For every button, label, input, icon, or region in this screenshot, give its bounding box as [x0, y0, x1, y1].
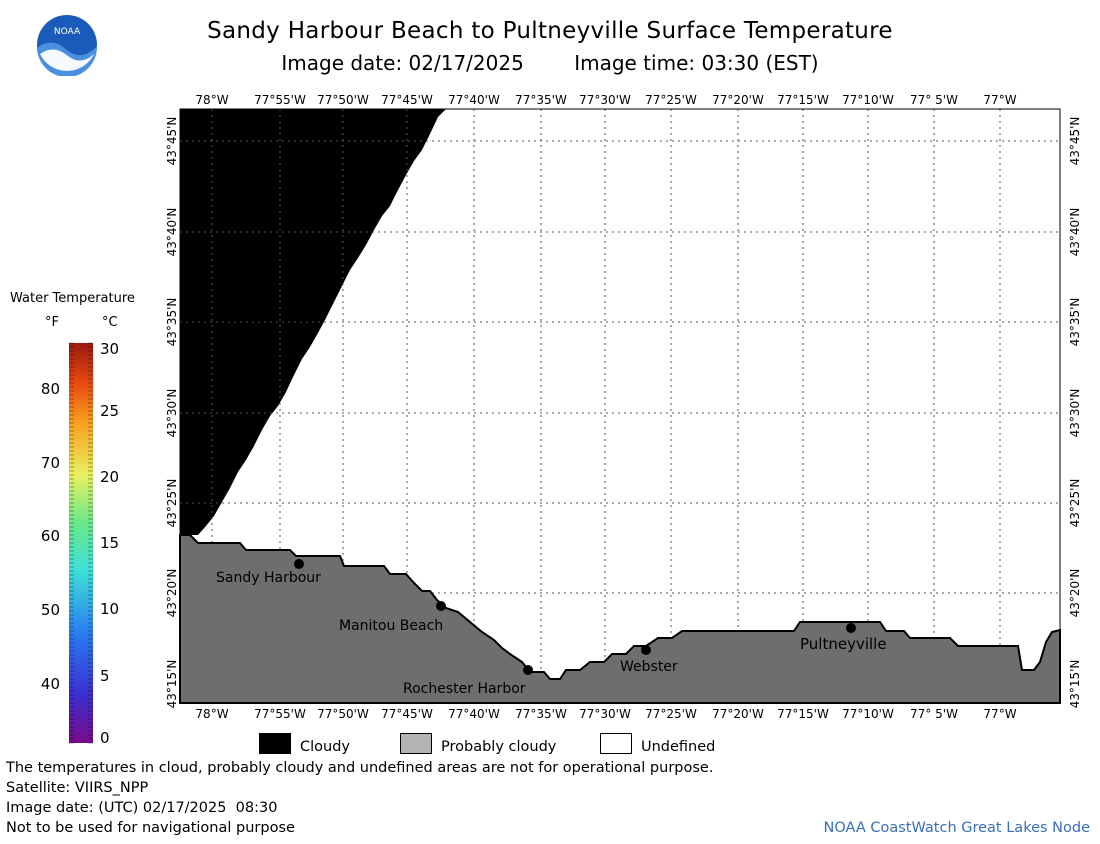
footer-utc-date: Image date: (UTC) 02/17/2025 08:30 [6, 800, 278, 816]
lat-tick-label-left: 43°40'N [165, 208, 179, 257]
legend-swatch-undefined [600, 733, 632, 754]
lon-tick-label-top: 77°20'W [712, 93, 764, 107]
image-time: Image time: 03:30 (EST) [574, 51, 819, 75]
noaa-logo: NOAA [37, 15, 98, 76]
lat-tick-label-right: 43°35'N [1068, 298, 1082, 347]
legend-label-probably-cloudy: Probably cloudy [441, 739, 557, 755]
scale-label-f: 80 [41, 380, 60, 398]
scale-unit-c: °C [102, 315, 118, 330]
lon-tick-label-bottom: 77° 5'W [910, 707, 958, 721]
lat-tick-label-right: 43°30'N [1068, 389, 1082, 438]
scale-label-c: 30 [100, 340, 119, 358]
lon-tick-label-top: 77°W [983, 93, 1016, 107]
legend-label-undefined: Undefined [641, 739, 716, 755]
lon-tick-label-bottom: 77°10'W [842, 707, 894, 721]
scale-label-c: 10 [100, 600, 119, 618]
place-label: Manitou Beach [339, 618, 443, 634]
lon-tick-label-bottom: 77°55'W [254, 707, 306, 721]
lon-tick-label-top: 77°35'W [515, 93, 567, 107]
lon-tick-label-bottom: 77°25'W [645, 707, 697, 721]
place-marker [436, 601, 446, 611]
place-label: Rochester Harbor [403, 681, 526, 697]
lon-tick-label-bottom: 77°W [983, 707, 1016, 721]
footer-credit: NOAA CoastWatch Great Lakes Node [823, 820, 1090, 836]
footer-nav-warning: Not to be used for navigational purpose [6, 820, 295, 836]
lon-tick-label-bottom: 77°35'W [515, 707, 567, 721]
lon-tick-label-top: 77°50'W [317, 93, 369, 107]
land-area [179, 534, 1061, 704]
scale-unit-f: °F [45, 315, 59, 330]
place-marker [846, 623, 856, 633]
lat-tick-label-left: 43°25'N [165, 479, 179, 528]
place-label: Sandy Harbour [216, 570, 321, 586]
lon-tick-label-bottom: 77°30'W [579, 707, 631, 721]
logo-text: NOAA [54, 27, 81, 37]
image-date: Image date: 02/17/2025 [281, 51, 524, 75]
lon-tick-label-bottom: 77°20'W [712, 707, 764, 721]
lat-tick-label-right: 43°45'N [1068, 117, 1082, 166]
color-scale-bar [69, 343, 93, 743]
scale-label-f: 60 [41, 527, 60, 545]
lon-tick-label-bottom: 77°45'W [381, 707, 433, 721]
place-marker [641, 645, 651, 655]
lon-tick-label-bottom: 77°40'W [448, 707, 500, 721]
lat-tick-label-right: 43°20'N [1068, 569, 1082, 618]
lon-tick-label-top: 77° 5'W [910, 93, 958, 107]
lon-tick-label-top: 77°10'W [842, 93, 894, 107]
lat-tick-label-left: 43°35'N [165, 298, 179, 347]
lat-tick-label-left: 43°30'N [165, 389, 179, 438]
lon-tick-label-top: 77°40'W [448, 93, 500, 107]
place-marker [294, 559, 304, 569]
lon-tick-label-top: 77°25'W [645, 93, 697, 107]
lon-tick-label-top: 77°55'W [254, 93, 306, 107]
scale-title: Water Temperature [10, 291, 135, 306]
lat-tick-label-left: 43°20'N [165, 569, 179, 618]
place-rochester-harbor: Rochester Harbor [403, 665, 533, 697]
lon-tick-label-bottom: 77°50'W [317, 707, 369, 721]
lat-tick-label-right: 43°40'N [1068, 208, 1082, 257]
lon-tick-label-bottom: 77°15'W [777, 707, 829, 721]
image-datetime: Image date: 02/17/2025 Image time: 03:30… [0, 51, 1100, 75]
lon-tick-label-top: 77°15'W [777, 93, 829, 107]
scale-label-f: 40 [41, 675, 60, 693]
place-webster: Webster [620, 645, 678, 675]
footer-satellite: Satellite: VIIRS_NPP [6, 780, 149, 796]
lat-tick-label-left: 43°45'N [165, 117, 179, 166]
lon-tick-label-top: 78°W [195, 93, 228, 107]
legend-swatch-probably-cloudy [400, 733, 432, 754]
legend-label-cloudy: Cloudy [300, 739, 350, 755]
lat-tick-label-right: 43°15'N [1068, 660, 1082, 709]
scale-label-f: 50 [41, 601, 60, 619]
footer-note: The temperatures in cloud, probably clou… [6, 760, 714, 776]
place-sandy-harbour: Sandy Harbour [216, 559, 321, 586]
map-title: Sandy Harbour Beach to Pultneyville Surf… [207, 18, 893, 44]
place-marker [523, 665, 533, 675]
place-label: Pultneyville [800, 635, 887, 653]
place-manitou-beach: Manitou Beach [339, 601, 446, 634]
scale-label-c: 0 [100, 729, 110, 747]
lat-tick-label-right: 43°25'N [1068, 479, 1082, 528]
scale-label-c: 20 [100, 468, 119, 486]
scale-label-c: 25 [100, 402, 119, 420]
scale-label-c: 15 [100, 534, 119, 552]
place-label: Webster [620, 659, 678, 675]
scale-label-f: 70 [41, 454, 60, 472]
lat-tick-label-left: 43°15'N [165, 660, 179, 709]
legend-swatch-cloudy [259, 733, 291, 754]
lon-tick-label-top: 77°45'W [381, 93, 433, 107]
lon-tick-label-bottom: 78°W [195, 707, 228, 721]
map-frame [179, 108, 1061, 704]
scale-label-c: 5 [100, 667, 110, 685]
place-pultneyville: Pultneyville [800, 623, 887, 653]
lon-tick-label-top: 77°30'W [579, 93, 631, 107]
